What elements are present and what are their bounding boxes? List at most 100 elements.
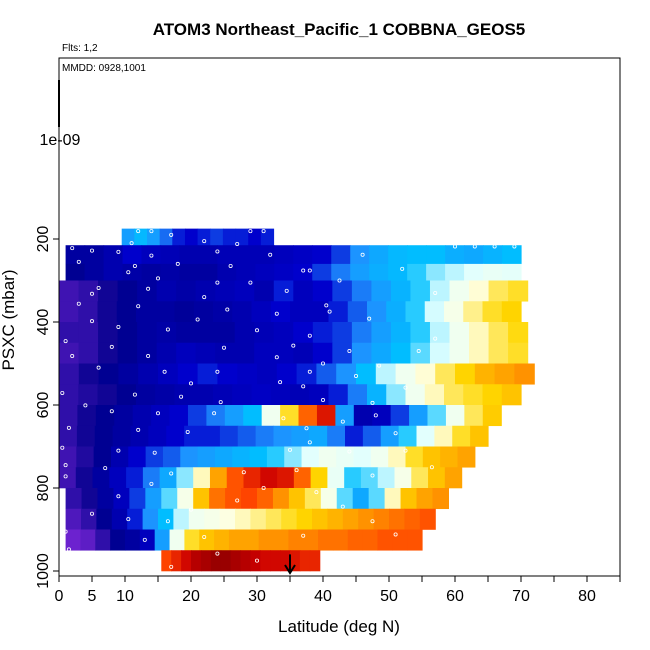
- heatmap-cell: [95, 405, 115, 427]
- heatmap-cell: [345, 425, 364, 447]
- heatmap-cell: [482, 301, 503, 323]
- heatmap-cell: [409, 405, 429, 427]
- heatmap-cell: [370, 446, 389, 468]
- heatmap-cell: [312, 280, 333, 302]
- heatmap-cell: [65, 529, 82, 551]
- heatmap-cell: [137, 342, 158, 364]
- heatmap-cell: [440, 446, 459, 468]
- observation-point: [152, 450, 157, 455]
- heatmap-cell: [508, 280, 529, 302]
- heatmap-cell: [508, 342, 529, 364]
- heatmap-cell: [353, 405, 373, 427]
- heatmap-cell: [419, 508, 436, 530]
- heatmap-cell: [422, 446, 441, 468]
- heatmap-cell: [274, 263, 294, 281]
- y-tick-label: 600: [35, 392, 52, 419]
- heatmap-cell: [293, 280, 314, 302]
- observation-point: [370, 473, 375, 478]
- heatmap-cell: [404, 508, 421, 530]
- observation-point: [116, 494, 121, 499]
- heatmap-cell: [127, 508, 144, 530]
- heatmap-cell: [137, 322, 158, 344]
- heatmap-cell: [226, 467, 245, 489]
- heatmap-cell: [110, 446, 129, 468]
- heatmap-cell: [310, 467, 328, 489]
- heatmap-cell: [273, 425, 292, 447]
- heatmap-cell: [375, 363, 397, 385]
- heatmap-cell: [117, 342, 138, 364]
- heatmap-cell: [327, 508, 344, 530]
- heatmap-cell: [142, 508, 159, 530]
- x-axis: 0 5 10 20 30 40 50 60 70 80: [55, 576, 621, 605]
- heatmap-cell: [230, 550, 242, 572]
- heatmap-cell: [347, 529, 364, 551]
- heatmap-cell: [224, 405, 244, 427]
- chart-title: ATOM3 Northeast_Pacific_1 COBBNA_GEOS5: [153, 20, 526, 39]
- heatmap-cell: [210, 550, 222, 572]
- heatmap-cell: [424, 301, 445, 323]
- x-tick-label: 20: [182, 588, 200, 605]
- heatmap-cell: [328, 384, 349, 406]
- heatmap-cell: [174, 301, 195, 323]
- heatmap-cell: [482, 384, 503, 406]
- heatmap-bands: [59, 228, 535, 572]
- heatmap-cell: [327, 467, 345, 489]
- heatmap-cell: [125, 529, 141, 551]
- heatmap-cell: [193, 467, 211, 489]
- heatmap-cell: [240, 550, 251, 572]
- observation-point: [188, 381, 193, 386]
- heatmap-cell: [199, 529, 215, 551]
- observation-point: [155, 411, 160, 416]
- observation-point: [202, 295, 207, 300]
- heatmap-cell: [191, 550, 202, 572]
- heatmap-cell: [59, 280, 80, 302]
- heatmap-cell: [81, 488, 99, 510]
- observation-point: [169, 232, 174, 237]
- heatmap-cell: [320, 488, 338, 510]
- heatmap-cell: [312, 342, 333, 364]
- heatmap-cell: [200, 550, 212, 572]
- observation-point: [429, 465, 434, 470]
- heatmap-cell: [309, 301, 330, 323]
- observation-point: [241, 470, 246, 475]
- heatmap-cell: [76, 446, 95, 468]
- y-tick-label: 400: [35, 309, 52, 336]
- heatmap-cell: [59, 446, 77, 468]
- heatmap-cell: [342, 508, 359, 530]
- heatmap-cell: [209, 467, 228, 489]
- heatmap-cell: [296, 508, 313, 530]
- heatmap-cell: [371, 322, 392, 344]
- heatmap-cell: [159, 228, 173, 246]
- heatmap-cell: [141, 263, 162, 281]
- heatmap-cell: [463, 384, 484, 406]
- heatmap-cell: [130, 425, 149, 447]
- heatmap-cell: [501, 301, 522, 323]
- heatmap-cell: [254, 322, 275, 344]
- heatmap-cell: [426, 263, 446, 281]
- y-tick-label: 200: [35, 226, 52, 253]
- heatmap-cell: [95, 529, 111, 551]
- observation-point: [212, 411, 217, 416]
- heatmap-cell: [371, 342, 392, 364]
- flights-label: Flts: 1,2: [62, 43, 98, 54]
- heatmap-cell: [386, 384, 407, 406]
- heatmap-cell: [103, 245, 124, 265]
- heatmap-cell: [177, 363, 199, 385]
- heatmap-cell: [388, 245, 408, 265]
- heatmap-cell: [293, 322, 314, 344]
- observation-point: [225, 307, 230, 312]
- observation-point: [301, 384, 306, 389]
- observation-point: [301, 533, 306, 538]
- heatmap-cell: [332, 529, 349, 551]
- heatmap-cell: [235, 508, 251, 530]
- heatmap-cell: [179, 263, 200, 281]
- observation-point: [165, 327, 170, 332]
- heatmap-cell: [336, 446, 355, 468]
- heatmap-cell: [410, 342, 431, 364]
- heatmap-cell: [318, 446, 337, 468]
- heatmap-cell: [395, 363, 416, 385]
- x-tick-label: 10: [116, 588, 134, 605]
- observation-point: [287, 447, 292, 452]
- heatmap-cell: [59, 342, 80, 364]
- heatmap-cell: [145, 446, 164, 468]
